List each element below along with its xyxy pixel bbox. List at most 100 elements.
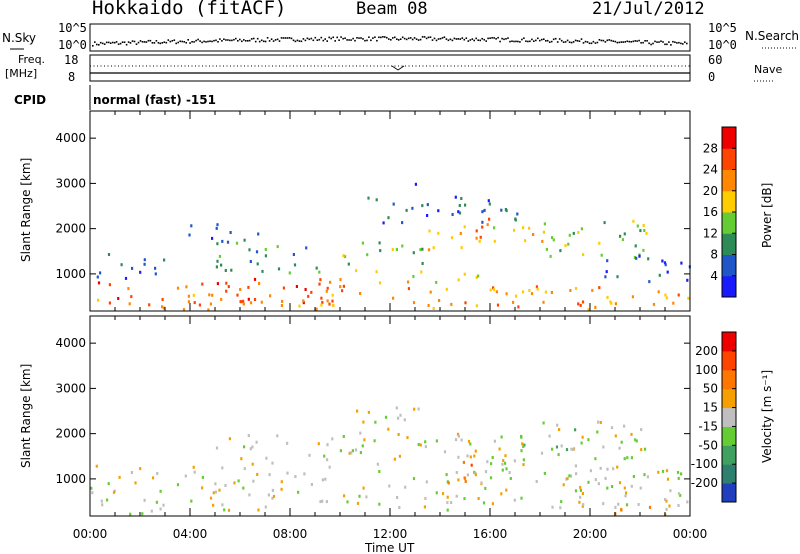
range-cell	[432, 246, 435, 250]
noise-dot	[237, 40, 239, 42]
range-cell	[631, 295, 634, 299]
range-cell	[457, 478, 460, 482]
noise-dot	[199, 40, 201, 42]
range-cell	[481, 220, 484, 224]
range-cell	[397, 416, 400, 420]
noise-dot	[610, 39, 613, 42]
noise-dot	[664, 43, 666, 46]
range-cell	[664, 293, 667, 297]
noise-dot	[264, 40, 267, 43]
noise-dot	[380, 36, 382, 39]
noise-dot	[417, 39, 420, 41]
power-colorbar-label: Power [dB]	[760, 183, 774, 248]
range-cell	[303, 472, 306, 476]
range-cell	[455, 494, 458, 498]
range-cell	[96, 275, 99, 279]
noise-dot	[374, 36, 376, 38]
range-cell	[214, 482, 217, 486]
range-cell	[404, 485, 407, 489]
range-cell	[427, 304, 430, 307]
range-cell	[598, 241, 601, 245]
range-cell	[269, 294, 272, 298]
range-cell	[367, 410, 370, 414]
noise-dot	[197, 38, 199, 41]
range-cell	[339, 278, 342, 282]
range-cell	[594, 305, 597, 309]
noise-dot	[556, 41, 559, 43]
noise-dot	[670, 44, 672, 46]
colorbar-tick-label: -100	[691, 457, 718, 471]
noise-dot	[298, 40, 301, 42]
range-cell	[359, 431, 362, 435]
velocity-heatmap	[90, 406, 689, 517]
range-cell	[454, 438, 458, 442]
colorbar-segment	[722, 332, 736, 352]
range-cell	[450, 236, 454, 240]
range-cell	[606, 295, 609, 299]
noise-dot	[360, 37, 362, 39]
y-tick-label: 4000	[55, 336, 86, 350]
range-cell	[240, 457, 243, 461]
noise-dot	[626, 40, 628, 43]
range-cell	[192, 465, 195, 469]
noise-dot	[364, 39, 366, 42]
range-cell	[131, 266, 134, 270]
noise-dot	[358, 37, 360, 39]
noise-dot	[505, 38, 507, 40]
range-cell	[216, 259, 219, 263]
noise-dot	[616, 41, 619, 44]
range-cell	[97, 281, 101, 285]
noise-dot	[294, 40, 297, 43]
range-cell	[216, 282, 219, 286]
range-cell	[504, 461, 507, 465]
range-cell	[421, 247, 424, 251]
range-cell	[221, 239, 224, 243]
range-cell	[366, 253, 369, 257]
noise-dot	[376, 39, 378, 42]
range-cell	[686, 500, 689, 504]
range-cell	[490, 462, 493, 466]
range-cell	[493, 439, 496, 443]
noise-dot	[113, 41, 116, 44]
noise-dot	[523, 37, 525, 39]
range-cell	[455, 471, 458, 474]
range-cell	[522, 445, 525, 448]
range-cell	[596, 430, 599, 434]
range-cell	[602, 445, 605, 449]
range-cell	[391, 248, 394, 251]
range-cell	[513, 459, 516, 463]
range-cell	[463, 272, 466, 276]
noise-dot	[241, 40, 243, 43]
noise-dot	[284, 37, 287, 39]
range-cell	[581, 504, 584, 508]
noise-dot	[211, 40, 213, 43]
range-cell	[101, 503, 104, 507]
noise-dot	[562, 41, 565, 43]
x-tick-label: 12:00	[373, 527, 408, 541]
noise-dot	[499, 40, 501, 43]
noise-dot	[600, 39, 603, 42]
range-cell	[514, 218, 517, 222]
range-cell	[348, 451, 351, 455]
range-cell	[464, 480, 467, 483]
noise-dot	[272, 40, 275, 42]
range-cell	[343, 494, 346, 498]
noise-dot	[173, 39, 176, 41]
range-cell	[568, 474, 571, 478]
range-cell	[423, 505, 426, 509]
noise-dot	[552, 38, 555, 41]
range-cell	[577, 231, 580, 234]
y-tick-label: 3000	[55, 176, 86, 190]
range-cell	[393, 457, 396, 461]
colorbar-tick-label: -200	[691, 476, 718, 490]
noise-dot	[149, 39, 152, 42]
noise-dot	[370, 39, 372, 42]
range-cell	[129, 512, 132, 516]
range-cell	[120, 263, 123, 267]
noise-dot	[233, 38, 235, 41]
power-heatmap	[96, 182, 691, 312]
range-cell	[216, 223, 219, 227]
noise-dot	[582, 42, 585, 44]
cpid-value: normal (fast) -151	[93, 93, 216, 107]
range-cell	[406, 436, 409, 440]
